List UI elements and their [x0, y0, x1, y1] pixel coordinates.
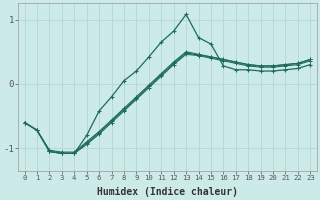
X-axis label: Humidex (Indice chaleur): Humidex (Indice chaleur): [97, 186, 238, 197]
